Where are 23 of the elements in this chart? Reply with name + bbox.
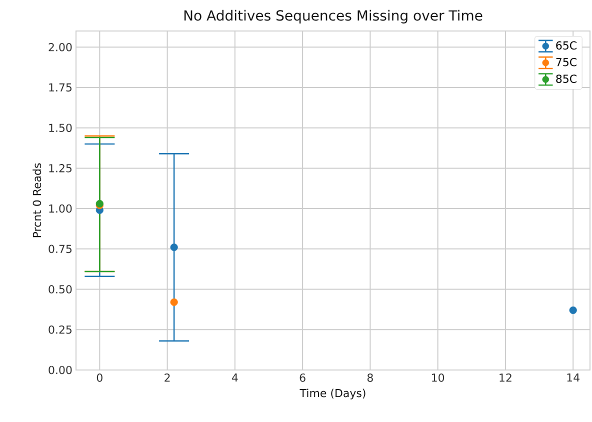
legend-label: 75C	[556, 58, 576, 66]
x-tick-label: 14	[567, 374, 580, 382]
x-tick-label: 0	[96, 374, 102, 382]
x-tick-label: 8	[367, 374, 373, 382]
y-tick-label: 1.50	[49, 124, 72, 132]
y-axis-title: Prcnt 0 Reads	[32, 163, 42, 238]
y-tick-label: 0.00	[48, 366, 72, 374]
y-tick-label: 0.75	[48, 244, 72, 254]
x-axis-title: Time (Days)	[300, 388, 366, 400]
y-tick-label: 1.00	[49, 204, 72, 213]
y-tick-label: 0.25	[48, 325, 72, 334]
x-tick-label: 6	[300, 374, 306, 382]
y-tick-label: 1.25	[49, 164, 72, 172]
y-tick-label: 2.00	[48, 42, 72, 52]
y-tick-label: 0.50	[48, 285, 72, 294]
x-tick-label: 10	[432, 374, 444, 382]
y-tick-label: 1.75	[49, 83, 72, 92]
legend-label: 85C	[556, 74, 576, 83]
x-tick-label: 4	[232, 374, 238, 382]
x-tick-label: 2	[164, 374, 170, 382]
chart-title: No Additives Sequences Missing over Time	[184, 10, 482, 24]
x-tick-label: 12	[500, 374, 512, 382]
legend-label: 65C	[556, 41, 576, 50]
